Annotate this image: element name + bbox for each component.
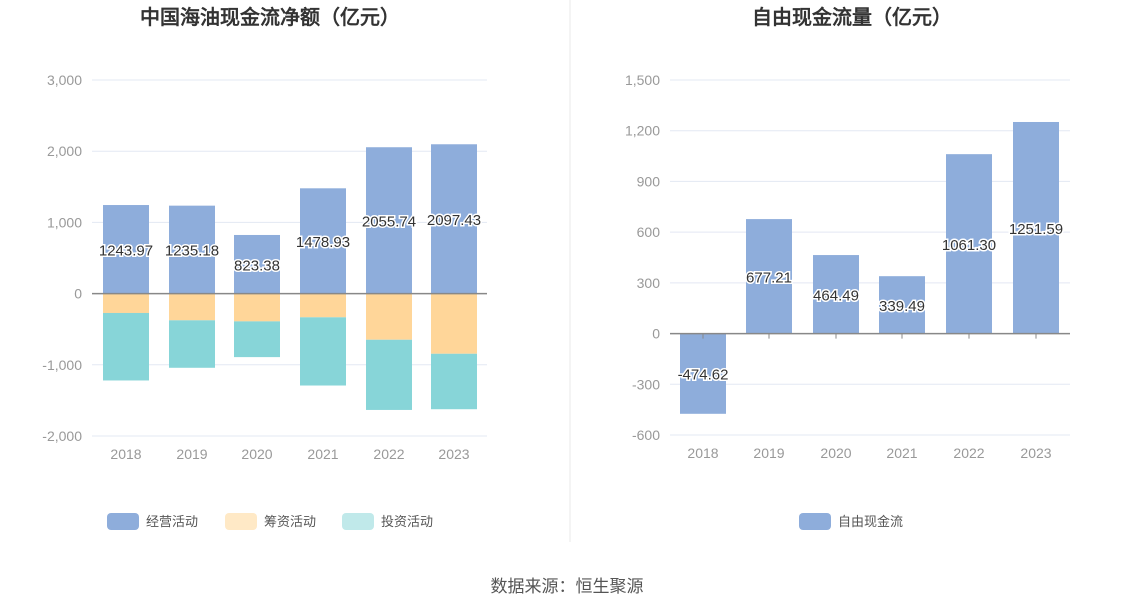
x-tick-label: 2020 — [241, 446, 272, 462]
y-tick-label: 1,200 — [625, 123, 660, 139]
bar-经营活动-2018 — [103, 205, 149, 294]
data-source: 数据来源：恒生聚源 — [491, 577, 644, 596]
y-tick-label: 900 — [637, 173, 661, 189]
left-chart-title: 中国海油现金流净额（亿元） — [140, 5, 400, 29]
x-tick-label: 2023 — [1020, 445, 1051, 461]
data-label: 823.38 — [234, 257, 280, 274]
x-tick-label: 2019 — [753, 445, 784, 461]
data-label: 1478.93 — [296, 234, 350, 251]
legend-label: 筹资活动 — [264, 514, 316, 529]
bar-筹资活动-2021 — [300, 293, 346, 318]
legend-swatch — [342, 513, 374, 530]
x-tick-label: 2023 — [438, 446, 469, 462]
bar-投资活动-2018 — [103, 312, 149, 381]
legend-swatch — [107, 513, 139, 530]
bar-自由现金流-2020 — [813, 255, 859, 334]
data-label: 2055.74 — [362, 213, 416, 230]
y-tick-label: 3,000 — [47, 72, 82, 88]
x-tick-label: 2020 — [820, 445, 851, 461]
bar-经营活动-2022 — [366, 147, 412, 294]
y-tick-label: 0 — [74, 286, 82, 302]
x-tick-label: 2018 — [687, 445, 718, 461]
x-tick-label: 2018 — [110, 446, 141, 462]
x-tick-label: 2019 — [176, 446, 207, 462]
bar-自由现金流-2018 — [680, 333, 726, 414]
y-tick-label: -300 — [632, 376, 660, 392]
y-tick-label: 300 — [637, 275, 661, 291]
bar-经营活动-2020 — [234, 234, 280, 294]
data-label: 464.49 — [813, 287, 859, 304]
bar-经营活动-2019 — [169, 205, 215, 294]
bar-筹资活动-2018 — [103, 293, 149, 313]
bar-投资活动-2023 — [431, 353, 477, 410]
right-chart: 1,500 1,200 900 600 300 0 -300 -600 2018 2019 2020… — [625, 72, 1070, 530]
data-label: -474.62 — [678, 367, 729, 384]
data-label: 677.21 — [746, 269, 792, 286]
bar-投资活动-2022 — [366, 339, 412, 410]
data-label: 1251.59 — [1009, 221, 1063, 238]
y-tick-label: 0 — [652, 326, 660, 342]
data-label: 1235.18 — [165, 243, 219, 260]
y-tick-label: 2,000 — [47, 143, 82, 159]
legend-label: 自由现金流 — [838, 514, 903, 529]
bar-自由现金流-2019 — [746, 219, 792, 334]
bar-筹资活动-2022 — [366, 293, 412, 340]
bar-经营活动-2021 — [300, 188, 346, 294]
legend-label: 经营活动 — [146, 514, 198, 529]
y-tick-label: -2,000 — [42, 428, 82, 444]
right-chart-title: 自由现金流量（亿元） — [752, 5, 952, 29]
x-tick-label: 2021 — [886, 445, 917, 461]
bar-经营活动-2023 — [431, 144, 477, 294]
data-label: 1243.97 — [99, 242, 153, 259]
y-tick-label: 1,000 — [47, 214, 82, 230]
data-label: 2097.43 — [427, 212, 481, 229]
legend-swatch — [799, 513, 831, 530]
left-chart: 3,000 2,000 1,000 0 -1,000 -2,000 2018 2019 2020… — [42, 72, 487, 530]
bar-自由现金流-2023 — [1013, 121, 1059, 334]
data-label: 339.49 — [879, 298, 925, 315]
bar-筹资活动-2023 — [431, 293, 477, 354]
bar-自由现金流-2021 — [879, 276, 925, 334]
x-tick-label: 2022 — [373, 446, 404, 462]
bar-投资活动-2021 — [300, 317, 346, 386]
y-tick-label: 1,500 — [625, 72, 660, 88]
bar-筹资活动-2020 — [234, 293, 280, 322]
data-label: 1061.30 — [942, 237, 996, 254]
x-tick-label: 2021 — [307, 446, 338, 462]
bar-筹资活动-2019 — [169, 293, 215, 321]
x-tick-label: 2022 — [953, 445, 984, 461]
y-tick-label: -1,000 — [42, 357, 82, 373]
bar-自由现金流-2022 — [946, 154, 992, 334]
bar-投资活动-2020 — [234, 321, 280, 358]
y-tick-label: 600 — [637, 224, 661, 240]
y-tick-label: -600 — [632, 427, 660, 443]
bar-投资活动-2019 — [169, 320, 215, 368]
legend-label: 投资活动 — [381, 514, 433, 529]
legend-swatch — [225, 513, 257, 530]
